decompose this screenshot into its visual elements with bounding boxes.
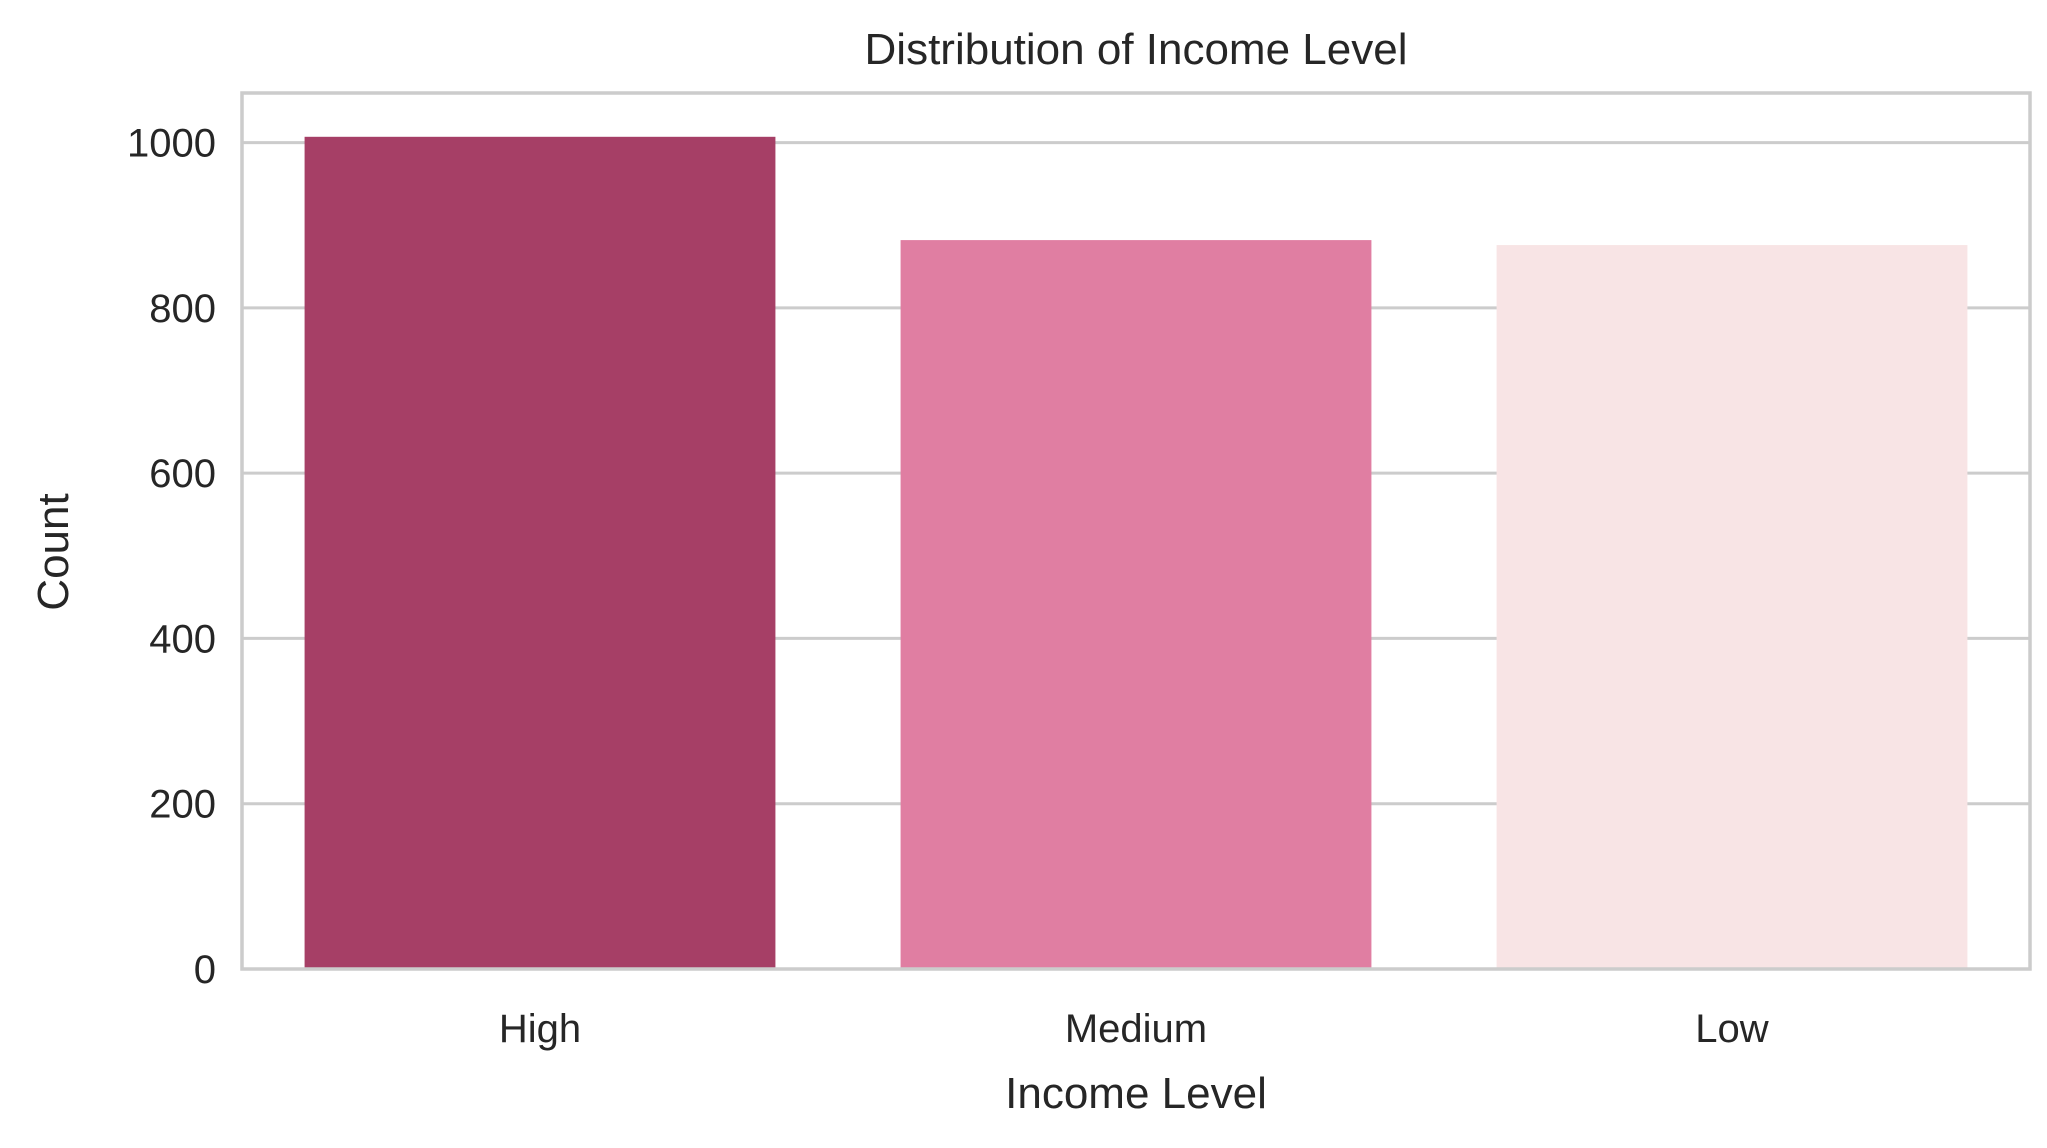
bars [304, 136, 1968, 970]
y-tick-label: 800 [149, 287, 216, 331]
bar-medium [900, 240, 1372, 970]
x-tick-label: High [499, 1007, 581, 1051]
bar-low [1496, 245, 1968, 970]
y-tick-label: 200 [149, 783, 216, 827]
y-tick-label: 1000 [127, 122, 216, 166]
bar-high [304, 136, 776, 970]
plot-frame [240, 91, 2032, 971]
y-axis-label: Count [29, 493, 78, 610]
x-tick-label: Medium [1065, 1007, 1207, 1051]
chart-title: Distribution of Income Level [865, 25, 1408, 74]
x-axis-label: Income Level [1005, 1069, 1267, 1118]
y-tick-label: 600 [149, 452, 216, 496]
y-tick-label: 400 [149, 617, 216, 661]
y-tick-label: 0 [194, 948, 216, 992]
x-tick-labels: High Medium Low [499, 1007, 1769, 1051]
y-tick-labels: 0 200 400 600 800 1000 [127, 122, 216, 992]
x-tick-label: Low [1695, 1007, 1768, 1051]
